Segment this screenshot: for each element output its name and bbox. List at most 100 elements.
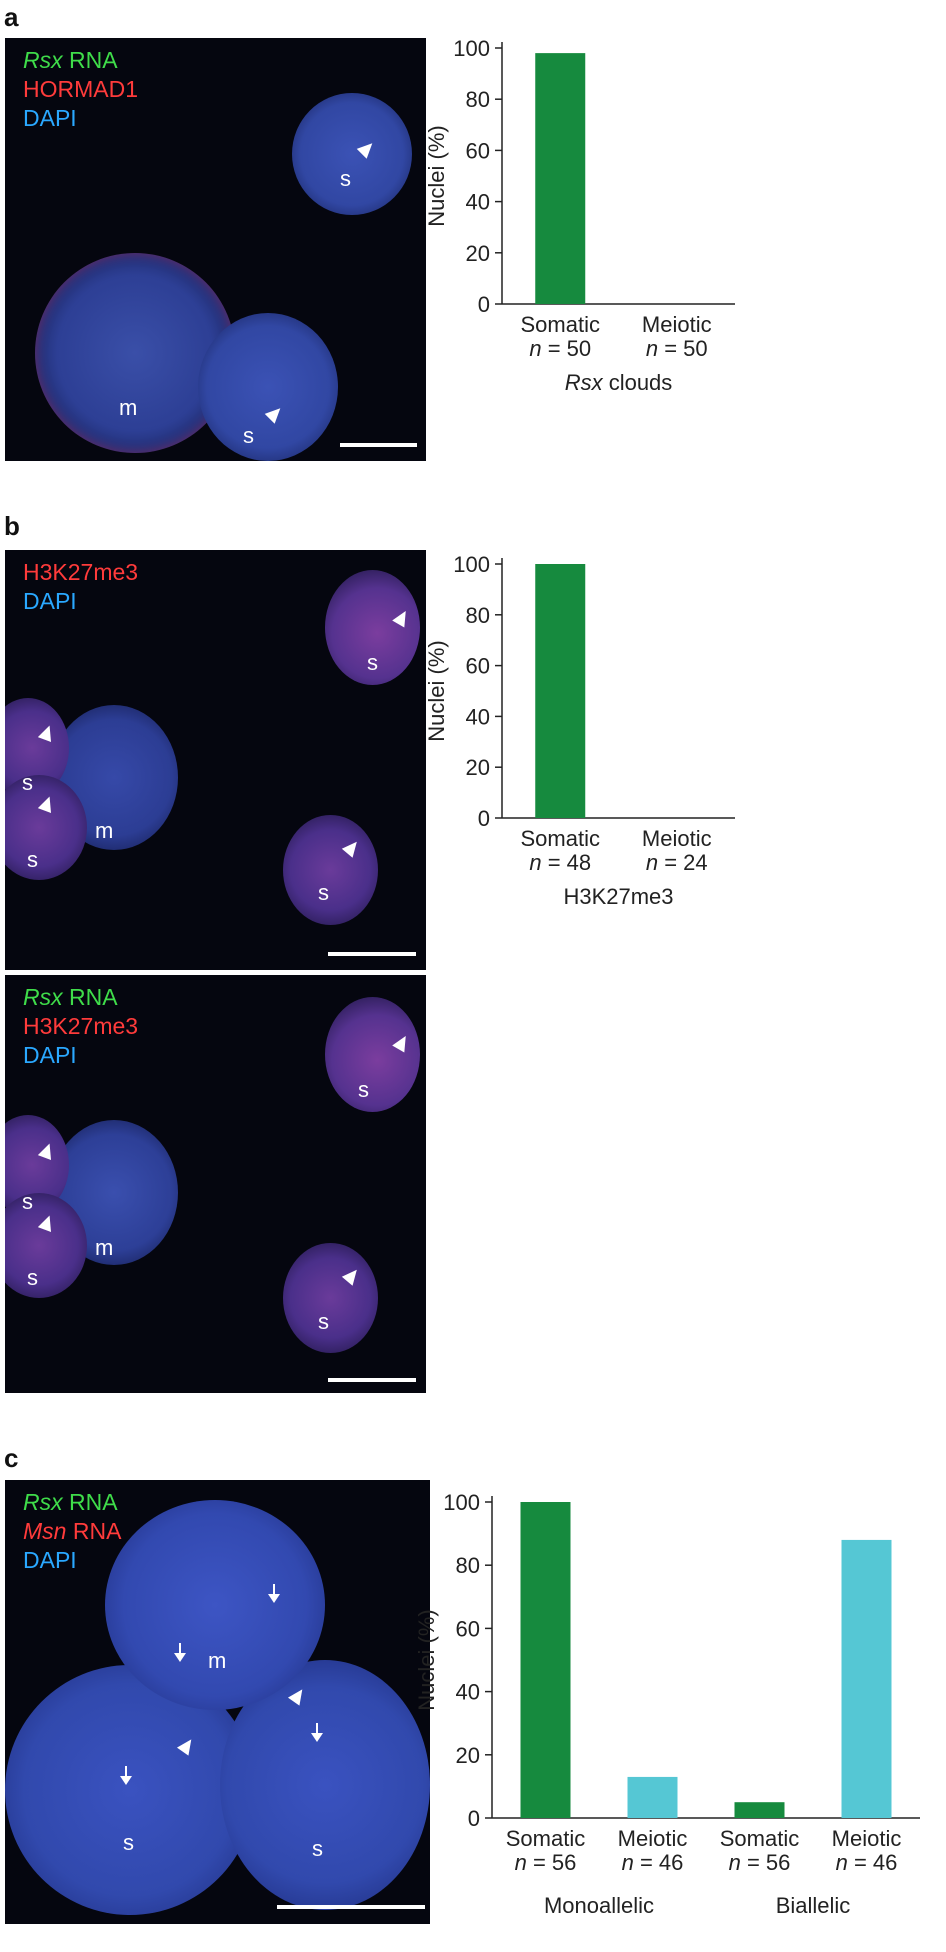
y-tick-label: 0 xyxy=(478,806,490,831)
legend: Rsx RNA Msn RNA DAPI xyxy=(23,1488,121,1575)
nucleus-label: s xyxy=(22,1189,33,1214)
y-tick-label: 20 xyxy=(456,1743,480,1768)
nucleus-label: s xyxy=(367,650,378,675)
somatic-nucleus xyxy=(198,313,338,461)
arrow-icon xyxy=(120,1766,132,1785)
y-axis-title: Nuclei (%) xyxy=(414,1609,439,1710)
category-n-label: n = 50 xyxy=(529,336,591,361)
panel-letter-c: c xyxy=(4,1443,19,1473)
panel-letter-b: b xyxy=(4,511,20,541)
bar-chart-b: 0 20 40 60 80 100 Nuclei (%) Somatic n = 48 Meiot… xyxy=(424,550,780,990)
group-label: Biallelic xyxy=(776,1893,851,1918)
nucleus-label: s xyxy=(27,847,38,872)
legend-entry: Rsx RNA xyxy=(23,1489,118,1515)
nucleus-label: m xyxy=(95,1235,114,1260)
micrograph-b-bottom: Rsx RNA H3K27me3 DAPI s s m s s xyxy=(5,975,426,1393)
legend-entry: Rsx RNA xyxy=(23,984,118,1010)
y-axis-title: Nuclei (%) xyxy=(424,640,449,741)
category-label: Meiotic xyxy=(618,1826,688,1851)
nucleus-label: s xyxy=(358,1077,369,1102)
nucleus-label: s xyxy=(318,880,329,905)
micrograph-b-top: H3K27me3 DAPI s s m s s xyxy=(5,550,426,970)
bar xyxy=(535,564,586,818)
y-tick-label: 100 xyxy=(453,552,490,577)
y-tick-label: 80 xyxy=(466,603,490,628)
nucleus-label: m xyxy=(95,818,114,843)
y-tick-label: 100 xyxy=(453,36,490,61)
meiotic-nucleus xyxy=(105,1500,325,1710)
scale-bar xyxy=(328,1378,416,1382)
y-tick-label: 40 xyxy=(466,704,490,729)
nucleus-label: s xyxy=(312,1836,323,1861)
bar xyxy=(627,1776,678,1818)
y-tick-label: 100 xyxy=(443,1490,480,1515)
legend-entry: H3K27me3 xyxy=(23,1013,139,1039)
arrow-icon xyxy=(268,1584,280,1603)
legend-entry: DAPI xyxy=(23,1547,77,1573)
legend-entry: Rsx RNA xyxy=(23,47,118,73)
somatic-nucleus xyxy=(5,775,87,880)
x-axis-title: H3K27me3 xyxy=(563,884,673,909)
legend-entry: HORMAD1 xyxy=(23,76,139,102)
somatic-nucleus xyxy=(283,1243,378,1353)
y-tick-label: 40 xyxy=(456,1680,480,1705)
legend-entry: DAPI xyxy=(23,1042,77,1068)
y-tick-label: 80 xyxy=(466,87,490,112)
somatic-nucleus xyxy=(283,815,378,925)
somatic-nucleus xyxy=(5,1193,87,1298)
bar-chart-c: 0 20 40 60 80 100 Nuclei (%) Somatic n = 56 Meiot… xyxy=(414,1480,930,1940)
x-axis-title: Rsx clouds xyxy=(565,370,673,395)
legend: Rsx RNA HORMAD1 DAPI xyxy=(23,46,138,133)
category-label: Meiotic xyxy=(642,826,712,851)
somatic-nucleus xyxy=(325,997,420,1112)
bar xyxy=(841,1539,892,1818)
meiotic-nucleus xyxy=(35,253,235,453)
y-tick-label: 40 xyxy=(466,190,490,215)
category-label: Somatic xyxy=(506,1826,585,1851)
category-n-label: n = 24 xyxy=(646,850,708,875)
arrow-icon xyxy=(174,1643,186,1662)
y-tick-label: 60 xyxy=(466,654,490,679)
bar xyxy=(535,53,586,305)
category-n-label: n = 50 xyxy=(646,336,708,361)
nucleus-label: s xyxy=(243,423,254,448)
legend-entry: DAPI xyxy=(23,588,77,614)
micrograph-c: Rsx RNA Msn RNA DAPI m s s xyxy=(5,1480,430,1924)
nucleus-label: s xyxy=(318,1309,329,1334)
category-n-label: n = 46 xyxy=(622,1850,684,1875)
micrograph-a: Rsx RNA HORMAD1 DAPI s m s xyxy=(5,38,426,461)
y-axis-title: Nuclei (%) xyxy=(424,125,449,226)
nucleus-label: s xyxy=(340,166,351,191)
nucleus-label: m xyxy=(119,395,138,420)
y-tick-label: 20 xyxy=(466,241,490,266)
legend-entry: Msn RNA xyxy=(23,1518,122,1544)
nucleus-label: m xyxy=(208,1648,227,1673)
arrow-icon xyxy=(311,1723,323,1742)
bar-chart-a: 0 20 40 60 80 100 Nuclei (%) Somatic n = 50 Meiot… xyxy=(424,36,780,478)
category-n-label: n = 48 xyxy=(529,850,591,875)
category-label: Somatic xyxy=(521,312,600,337)
legend: H3K27me3 DAPI xyxy=(23,558,138,616)
y-tick-label: 20 xyxy=(466,755,490,780)
category-label: Somatic xyxy=(521,826,600,851)
scale-bar xyxy=(328,952,416,956)
legend-entry: DAPI xyxy=(23,105,77,131)
somatic-nucleus xyxy=(292,93,412,215)
y-tick-label: 60 xyxy=(456,1616,480,1641)
y-tick-label: 80 xyxy=(456,1553,480,1578)
nucleus-label: s xyxy=(123,1830,134,1855)
y-tick-label: 0 xyxy=(468,1806,480,1831)
legend-entry: H3K27me3 xyxy=(23,559,139,585)
category-label: Somatic xyxy=(720,1826,799,1851)
nucleus-label: s xyxy=(22,770,33,795)
bar xyxy=(520,1502,571,1818)
somatic-nucleus xyxy=(325,570,420,685)
group-label: Monoallelic xyxy=(544,1893,654,1918)
category-label: Meiotic xyxy=(832,1826,902,1851)
bar xyxy=(734,1802,785,1818)
legend: Rsx RNA H3K27me3 DAPI xyxy=(23,983,138,1070)
scale-bar xyxy=(277,1905,425,1909)
panel-letter-a: a xyxy=(4,2,19,32)
